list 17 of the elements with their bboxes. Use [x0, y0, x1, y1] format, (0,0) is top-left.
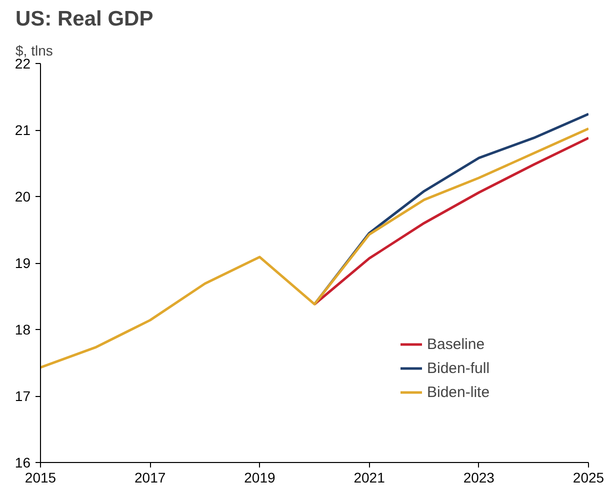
- chart-title: US: Real GDP: [16, 8, 154, 30]
- x-tick-label: 2019: [244, 470, 276, 485]
- x-tick-label: 2023: [463, 470, 495, 485]
- x-tick-label: 2021: [354, 470, 386, 485]
- y-tick-label: 17: [14, 388, 31, 404]
- y-tick-label: 18: [14, 322, 31, 338]
- y-tick-label: 21: [14, 122, 31, 138]
- x-tick-label: 2015: [24, 470, 56, 485]
- y-axis-title: $, tlns: [16, 42, 53, 58]
- y-tick-label: 19: [14, 255, 31, 271]
- legend-label: Biden-lite: [427, 384, 490, 400]
- y-tick-label: 20: [14, 188, 31, 204]
- y-tick-label: 16: [14, 454, 31, 470]
- x-tick-label: 2025: [572, 470, 604, 485]
- x-tick-label: 2017: [134, 470, 166, 485]
- legend-label: Biden-full: [427, 360, 490, 376]
- legend-label: Baseline: [427, 336, 485, 352]
